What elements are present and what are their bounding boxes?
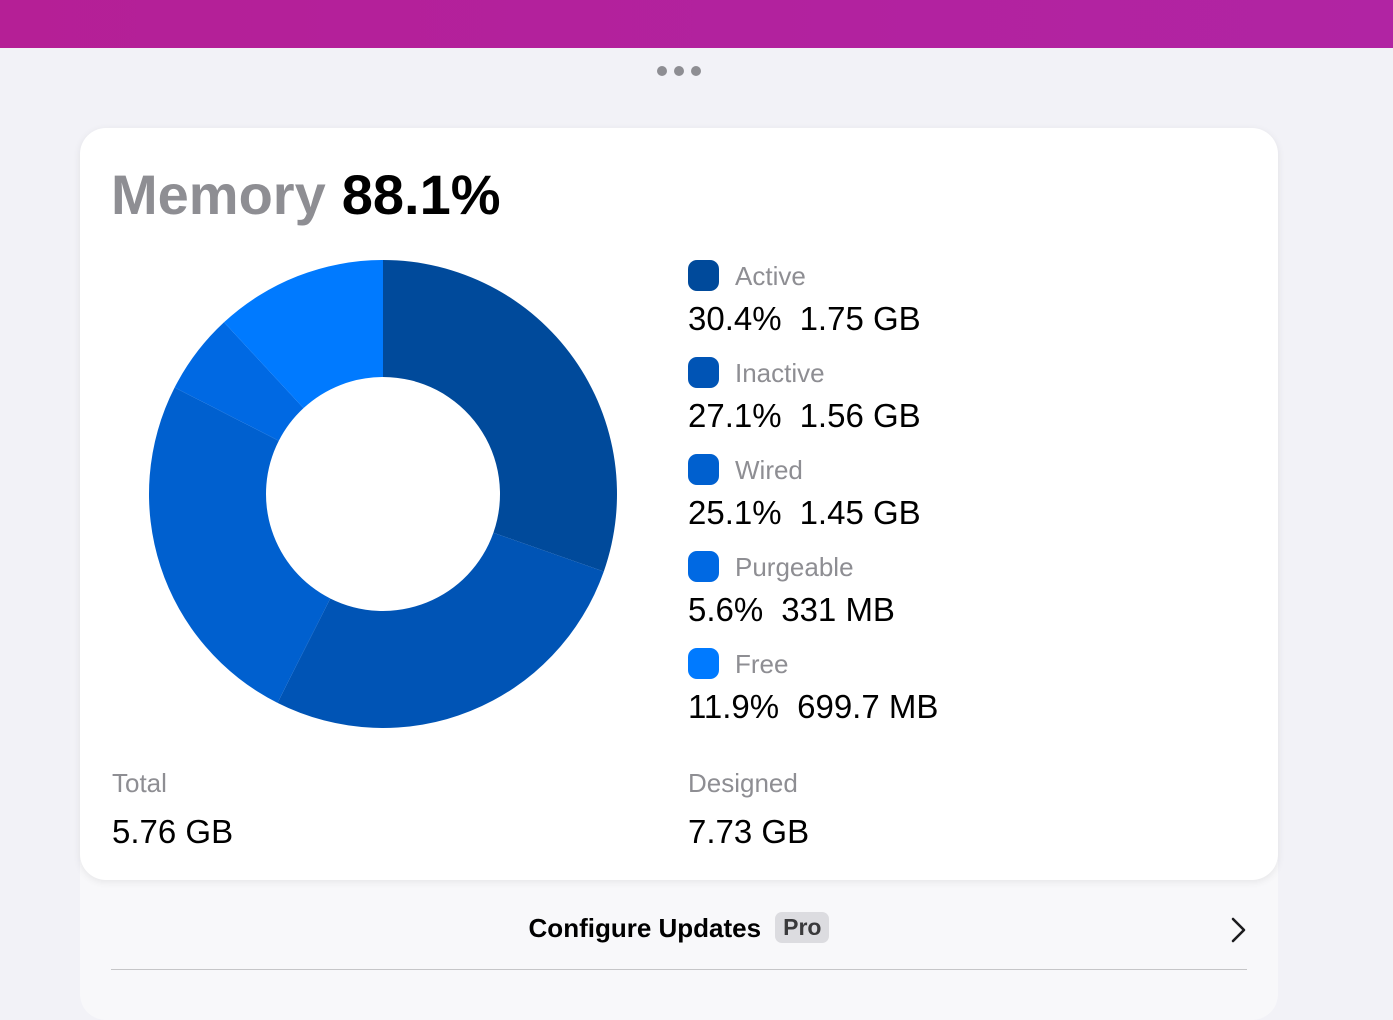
legend-percent: 5.6%: [688, 591, 764, 628]
legend-name: Wired: [735, 455, 803, 485]
legend-item-inactive: Inactive 27.1% 1.56 GB: [688, 357, 1248, 454]
total-stat: Total 5.76 GB: [112, 768, 233, 851]
configure-updates-row[interactable]: Configure Updates Pro: [80, 882, 1278, 970]
legend-size: 331 MB: [781, 591, 895, 628]
memory-donut-chart: [148, 260, 617, 728]
pro-badge: Pro: [775, 912, 830, 943]
chevron-right-icon: [1231, 917, 1246, 943]
legend-item-purgeable: Purgeable 5.6% 331 MB: [688, 551, 1248, 648]
legend: Active 30.4% 1.75 GB Inactive 27.1% 1.56 G…: [688, 260, 1248, 745]
legend-percent: 25.1%: [688, 494, 782, 531]
legend-swatch: [688, 551, 719, 582]
legend-name: Active: [735, 261, 806, 291]
donut-slice-active: [383, 260, 617, 572]
legend-swatch: [688, 357, 719, 388]
legend-size: 1.56 GB: [799, 397, 921, 434]
legend-percent: 27.1%: [688, 397, 782, 434]
legend-name: Purgeable: [735, 552, 854, 582]
dot: [674, 66, 684, 76]
donut-slice-wired: [148, 387, 331, 703]
memory-title: Memory 88.1%: [111, 162, 501, 227]
legend-name: Inactive: [735, 358, 825, 388]
legend-item-active: Active 30.4% 1.75 GB: [688, 260, 1248, 357]
legend-values: 11.9% 699.7 MB: [688, 688, 938, 726]
legend-item-free: Free 11.9% 699.7 MB: [688, 648, 1248, 745]
legend-percent: 11.9%: [688, 688, 780, 725]
total-label: Total: [112, 768, 167, 798]
dot: [691, 66, 701, 76]
legend-size: 1.75 GB: [799, 300, 921, 337]
legend-values: 25.1% 1.45 GB: [688, 494, 921, 532]
donut-slice-inactive: [277, 532, 604, 728]
legend-size: 1.45 GB: [799, 494, 921, 531]
legend-item-wired: Wired 25.1% 1.45 GB: [688, 454, 1248, 551]
top-bar: [0, 0, 1393, 48]
configure-updates-label: Configure Updates: [528, 913, 762, 943]
title-label: Memory: [111, 163, 326, 226]
legend-swatch: [688, 648, 719, 679]
title-value: 88.1%: [341, 163, 501, 226]
donut-slice-free: [224, 260, 383, 409]
legend-values: 30.4% 1.75 GB: [688, 300, 921, 338]
legend-values: 5.6% 331 MB: [688, 591, 895, 629]
legend-name: Free: [735, 649, 789, 679]
total-value: 5.76 GB: [112, 813, 234, 850]
more-options-icon[interactable]: [657, 66, 701, 76]
legend-values: 27.1% 1.56 GB: [688, 397, 921, 435]
donut-slice-purgeable: [174, 322, 304, 441]
memory-card: Memory 88.1% Active 30.4% 1.75 GB Inactive…: [80, 128, 1278, 880]
dot: [657, 66, 667, 76]
designed-stat: Designed 7.73 GB: [688, 768, 809, 851]
legend-size: 699.7 MB: [797, 688, 939, 725]
legend-swatch: [688, 454, 719, 485]
legend-swatch: [688, 260, 719, 291]
divider: [111, 969, 1247, 970]
legend-percent: 30.4%: [688, 300, 782, 337]
designed-label: Designed: [688, 768, 798, 798]
designed-value: 7.73 GB: [688, 813, 810, 850]
